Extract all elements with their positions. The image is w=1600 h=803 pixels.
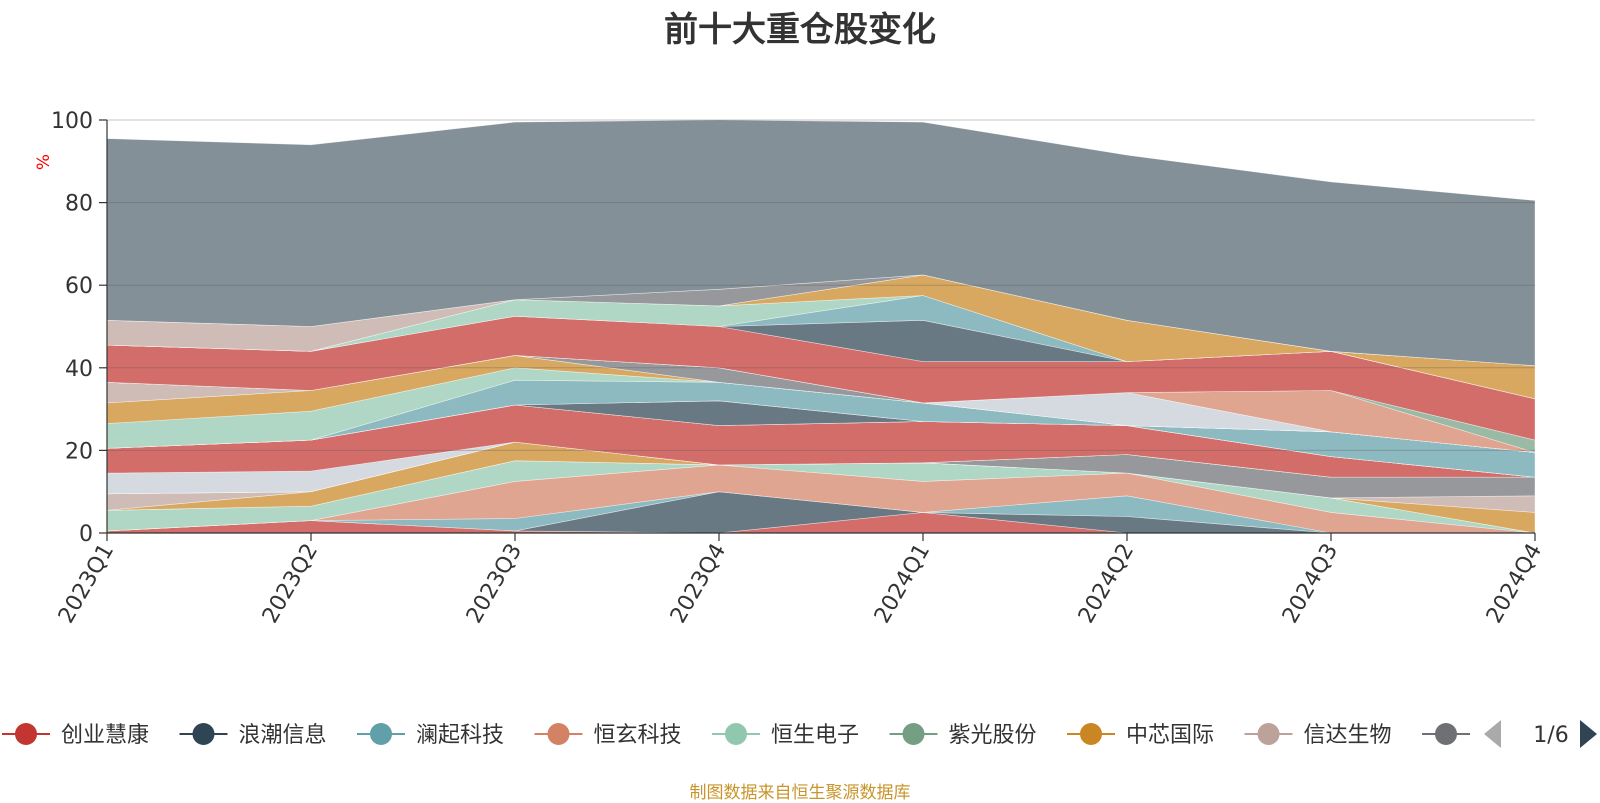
legend-item-0[interactable]: 创业慧康: [2, 723, 149, 748]
legend-dot-0: [15, 723, 37, 745]
legend-label-7: 信达生物: [1304, 723, 1392, 748]
legend-label-1: 浪潮信息: [239, 723, 327, 748]
legend-item-4[interactable]: 恒生电子: [712, 723, 859, 748]
legend-label-5: 紫光股份: [949, 723, 1037, 748]
legend-label-3: 恒玄科技: [594, 723, 682, 748]
source-note: 制图数据来自恒生聚源数据库: [689, 783, 911, 803]
legend-label-2: 澜起科技: [416, 723, 504, 748]
legend-dot-2: [370, 723, 392, 745]
x-tick-label-6: 2024Q3: [1278, 540, 1343, 628]
x-tick-label-7: 2024Q4: [1482, 540, 1547, 628]
legend-dot-3: [547, 723, 570, 745]
y-tick-label-2: 40: [65, 357, 93, 382]
x-tick-label-4: 2024Q1: [870, 540, 935, 628]
y-tick-label-5: 100: [51, 109, 93, 134]
area-series-31: [106, 119, 1536, 367]
area-layer: [106, 119, 1536, 534]
legend-page-indicator: 1/6: [1533, 723, 1568, 748]
y-axis-label: %: [34, 154, 54, 170]
legend-dot-1: [192, 723, 215, 745]
legend-item-6[interactable]: 中芯国际: [1067, 723, 1214, 748]
legend-dot-7: [1257, 723, 1280, 745]
legend-label-4: 恒生电子: [771, 723, 859, 748]
y-tick-label-0: 0: [79, 522, 93, 547]
x-tick-label-3: 2023Q4: [666, 540, 731, 628]
legend: 创业慧康浪潮信息澜起科技恒玄科技恒生电子紫光股份中芯国际信达生物芯原股份1/6: [2, 710, 1600, 760]
x-tick-label-0: 2023Q1: [54, 540, 119, 628]
legend-item-7[interactable]: 信达生物: [1244, 723, 1392, 748]
legend-label-0: 创业慧康: [61, 723, 149, 748]
legend-dot-6: [1080, 723, 1102, 745]
x-tick-label-1: 2023Q2: [258, 540, 323, 628]
legend-next-arrow-icon[interactable]: [1580, 720, 1597, 748]
legend-label-6: 中芯国际: [1126, 723, 1214, 748]
legend-item-3[interactable]: 恒玄科技: [534, 723, 682, 748]
legend-item-5[interactable]: 紫光股份: [889, 723, 1037, 748]
legend-dot-8: [1435, 723, 1457, 745]
y-tick-label-4: 80: [65, 192, 93, 217]
y-tick-label-1: 20: [65, 439, 93, 464]
legend-dot-5: [902, 723, 925, 745]
x-tick-label-5: 2024Q2: [1074, 540, 1139, 628]
legend-item-1[interactable]: 浪潮信息: [179, 723, 327, 748]
x-tick-label-2: 2023Q3: [462, 540, 527, 628]
y-tick-label-3: 60: [65, 274, 93, 299]
legend-item-2[interactable]: 澜起科技: [357, 723, 504, 748]
legend-prev-arrow-icon[interactable]: [1484, 720, 1501, 748]
chart-title: 前十大重仓股变化: [664, 10, 936, 50]
legend-dot-4: [725, 723, 747, 745]
